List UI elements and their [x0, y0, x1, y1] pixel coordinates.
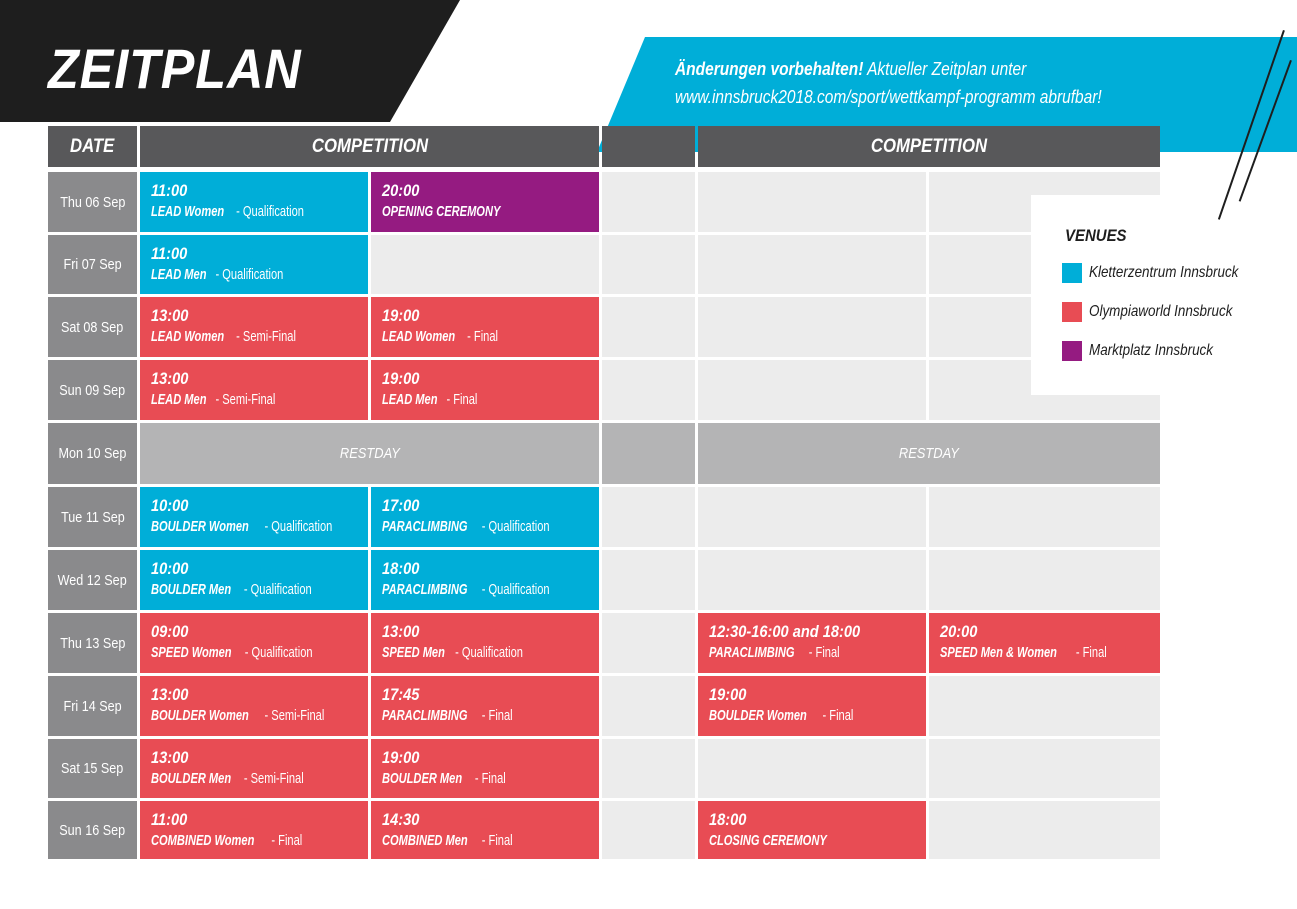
schedule-table: DATE COMPETITION COMPETITION Thu 06 Sep … — [48, 126, 1160, 864]
venue-legend — [1031, 195, 1160, 395]
event-cell: 18:00 CLOSING CEREMONY — [698, 801, 926, 859]
date-cell: Thu 06 Sep — [48, 172, 137, 232]
legend-item: Kletterzentrum Innsbruck — [1062, 263, 1267, 283]
legend-swatch — [1062, 263, 1082, 283]
event-cell: 10:00 BOULDER Women - Qualification — [140, 487, 368, 547]
event-cell: 09:00 SPEED Women - Qualification — [140, 613, 368, 673]
empty-cell — [602, 676, 695, 736]
date-cell: Sat 08 Sep — [48, 297, 137, 357]
legend-label: Kletterzentrum Innsbruck — [1089, 264, 1239, 281]
event-cell: 20:00 OPENING CEREMONY — [371, 172, 599, 232]
empty-cell — [698, 235, 926, 294]
event-cell: 19:00 BOULDER Women - Final — [698, 676, 926, 736]
restday-spacer — [602, 423, 695, 484]
date-cell: Fri 14 Sep — [48, 676, 137, 736]
event-cell: 11:00 COMBINED Women - Final — [140, 801, 368, 859]
notice-line2: abrufbar! — [1035, 87, 1102, 107]
header-spacer — [602, 126, 695, 167]
header-competition-1: COMPETITION — [140, 126, 599, 167]
empty-cell — [602, 297, 695, 357]
date-cell: Sun 16 Sep — [48, 801, 137, 859]
legend-title: VENUES — [1065, 226, 1127, 245]
event-cell: 19:00 BOULDER Men - Final — [371, 739, 599, 798]
date-cell: Fri 07 Sep — [48, 235, 137, 294]
date-cell: Thu 13 Sep — [48, 613, 137, 673]
event-cell: 19:00 LEAD Women - Final — [371, 297, 599, 357]
event-cell: 13:00 BOULDER Men - Semi-Final — [140, 739, 368, 798]
event-cell: 17:45 PARACLIMBING - Final — [371, 676, 599, 736]
restday-cell: RESTDAY — [698, 423, 1160, 484]
empty-cell — [929, 487, 1160, 547]
header-competition-2: COMPETITION — [698, 126, 1160, 167]
date-cell: Sat 15 Sep — [48, 739, 137, 798]
event-cell: 17:00 PARACLIMBING - Qualification — [371, 487, 599, 547]
header-date: DATE — [48, 126, 137, 167]
empty-cell — [602, 487, 695, 547]
event-cell: 13:00 LEAD Men - Semi-Final — [140, 360, 368, 420]
date-cell: Mon 10 Sep — [48, 423, 137, 484]
event-cell: 18:00 PARACLIMBING - Qualification — [371, 550, 599, 610]
legend-label: Marktplatz Innsbruck — [1089, 342, 1213, 359]
notice-line1: Aktueller Zeitplan unter — [863, 59, 1027, 79]
empty-cell — [698, 297, 926, 357]
legend-item: Olympiaworld Innsbruck — [1062, 302, 1260, 322]
empty-cell — [602, 235, 695, 294]
empty-cell — [698, 360, 926, 420]
schedule-notice: Änderungen vorbehalten! Aktueller Zeitpl… — [675, 55, 1191, 111]
empty-cell — [929, 739, 1160, 798]
event-cell: 10:00 BOULDER Men - Qualification — [140, 550, 368, 610]
event-cell: 13:00 LEAD Women - Semi-Final — [140, 297, 368, 357]
event-cell: 13:00 BOULDER Women - Semi-Final — [140, 676, 368, 736]
event-cell: 11:00 LEAD Men - Qualification — [140, 235, 368, 294]
empty-cell — [698, 172, 926, 232]
event-cell: 11:00 LEAD Women - Qualification — [140, 172, 368, 232]
legend-swatch — [1062, 341, 1082, 361]
event-cell: 13:00 SPEED Men - Qualification — [371, 613, 599, 673]
date-cell: Wed 12 Sep — [48, 550, 137, 610]
event-cell: 19:00 LEAD Men - Final — [371, 360, 599, 420]
event-cell: 12:30-16:00 and 18:00 PARACLIMBING - Fin… — [698, 613, 926, 673]
empty-cell — [602, 172, 695, 232]
title-band — [0, 0, 460, 122]
event-cell: 20:00 SPEED Men & Women - Final — [929, 613, 1160, 673]
empty-cell — [602, 801, 695, 859]
empty-cell — [602, 360, 695, 420]
empty-cell — [602, 739, 695, 798]
empty-cell — [602, 613, 695, 673]
legend-swatch — [1062, 302, 1082, 322]
notice-bold: Änderungen vorbehalten! — [675, 59, 864, 79]
empty-cell — [929, 676, 1160, 736]
legend-label: Olympiaworld Innsbruck — [1089, 303, 1233, 320]
empty-cell — [602, 550, 695, 610]
empty-cell — [698, 739, 926, 798]
event-cell: 14:30 COMBINED Men - Final — [371, 801, 599, 859]
notice-url[interactable]: www.innsbruck2018.com/sport/wettkampf-pr… — [675, 87, 1036, 107]
empty-cell — [698, 487, 926, 547]
page-title: ZEITPLAN — [48, 37, 302, 100]
empty-cell — [698, 550, 926, 610]
legend-item: Marktplatz Innsbruck — [1062, 341, 1237, 361]
restday-cell: RESTDAY — [140, 423, 599, 484]
empty-cell — [371, 235, 599, 294]
empty-cell — [929, 801, 1160, 859]
empty-cell — [929, 550, 1160, 610]
date-cell: Tue 11 Sep — [48, 487, 137, 547]
date-cell: Sun 09 Sep — [48, 360, 137, 420]
